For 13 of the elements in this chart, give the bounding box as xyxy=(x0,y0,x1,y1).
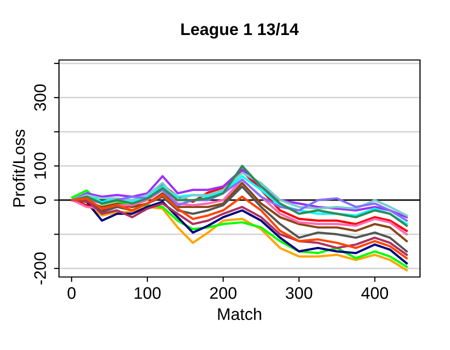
x-tick-label: 100 xyxy=(134,287,161,299)
x-tick-label: 400 xyxy=(361,287,388,299)
x-tick-label: 0 xyxy=(68,287,76,299)
y-tick-label: 100 xyxy=(34,152,46,179)
line-series xyxy=(71,189,408,268)
x-tick-label: 200 xyxy=(210,287,236,299)
x-tick-label: 300 xyxy=(286,287,312,299)
x-axis-title: Match xyxy=(218,308,262,320)
y-axis-title: Profit/Loss xyxy=(12,130,25,206)
y-tick-label: -200 xyxy=(34,252,46,284)
y-tick-label: 300 xyxy=(34,84,46,111)
chart-title: League 1 13/14 xyxy=(181,22,299,39)
y-tick-label: 0 xyxy=(34,196,46,204)
